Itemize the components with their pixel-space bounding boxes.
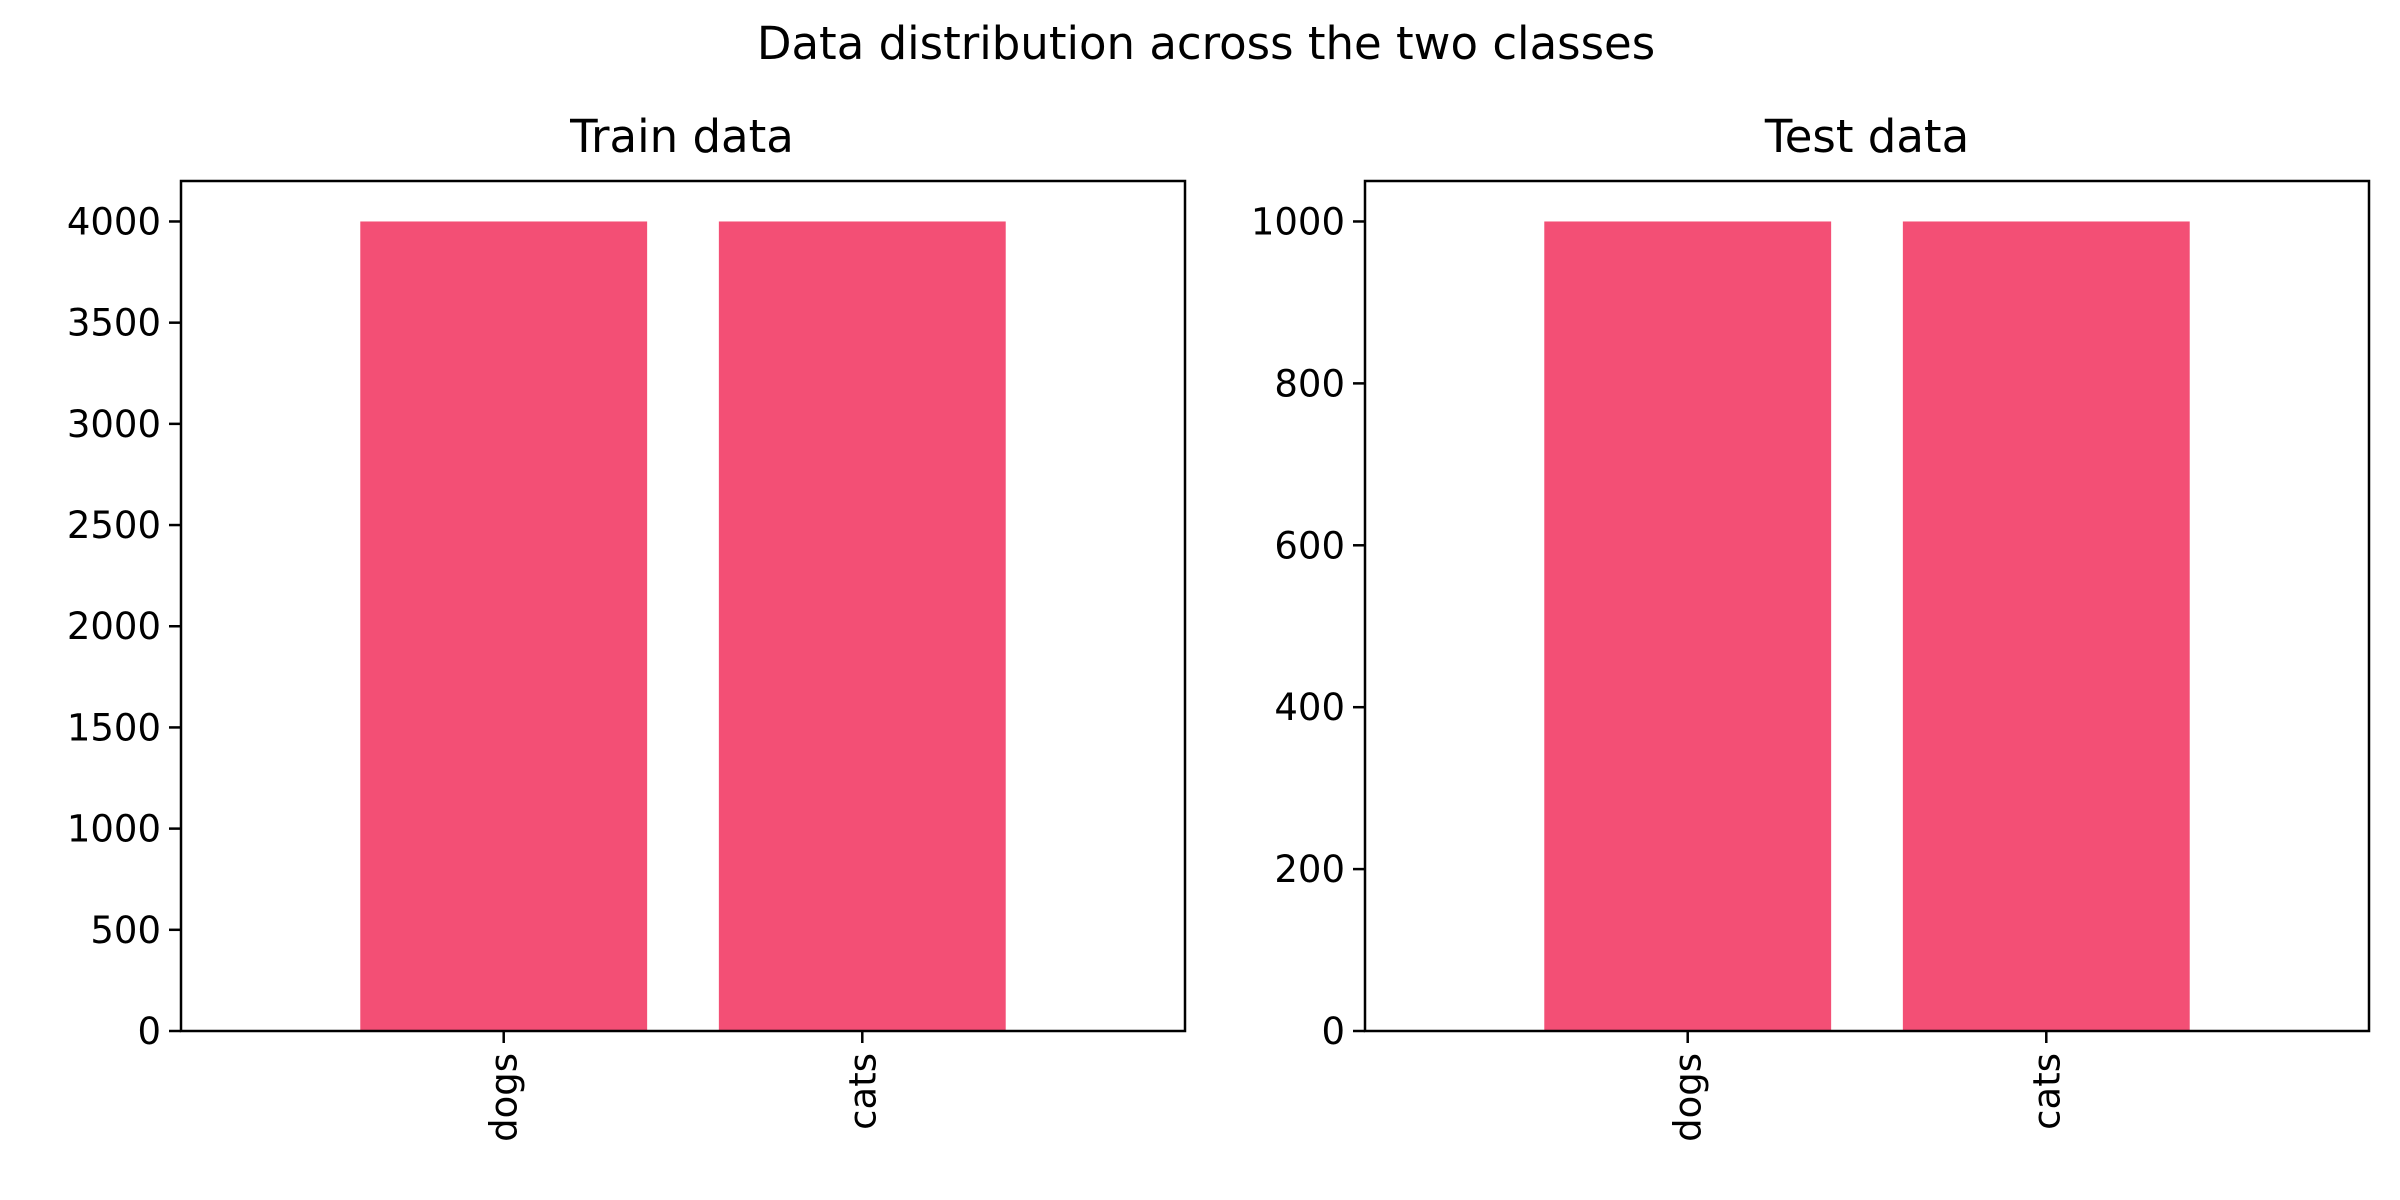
- test-data-ytick-label: 200: [1274, 848, 1345, 891]
- test-data-bars: [1544, 221, 2190, 1031]
- train-data-ytick-label: 2500: [67, 504, 161, 547]
- test-data-y-axis: 0 200 400 600 800 1000: [1251, 200, 1365, 1053]
- train-data-title: Train data: [569, 110, 794, 163]
- train-data-ytick-label: 2000: [67, 605, 161, 648]
- train-data-ytick-label: 3500: [67, 302, 161, 345]
- train-data-ytick-label: 1500: [67, 706, 161, 749]
- test-data-plot-frame: [1363, 179, 2371, 1033]
- train-data-bars: [360, 221, 1006, 1031]
- test-data-xtick-label-cats: cats: [2025, 1053, 2068, 1130]
- test-data-chart: Test data 0 200 400 600 800 1000 dogs cats: [1251, 110, 2371, 1142]
- train-data-xtick-label-dogs: dogs: [483, 1053, 526, 1142]
- figure-suptitle: Data distribution across the two classes: [757, 17, 1655, 70]
- test-data-x-axis: dogs cats: [1667, 1031, 2068, 1142]
- test-data-ytick-label: 800: [1274, 362, 1345, 405]
- train-data-ytick-label: 3000: [67, 403, 161, 446]
- test-data-bar-dogs: [1544, 221, 1832, 1031]
- test-data-bar-cats: [1902, 221, 2190, 1031]
- train-data-chart: Train data 0 500 1000 1500 2000 2500 3000 3500 4…: [67, 110, 1187, 1142]
- test-data-ytick-label: 1000: [1251, 200, 1345, 243]
- train-data-plot-frame: [179, 179, 1187, 1033]
- train-data-ytick-label: 4000: [67, 200, 161, 243]
- test-data-ytick-label: 400: [1274, 686, 1345, 729]
- train-data-ytick-label: 1000: [67, 808, 161, 851]
- train-data-xtick-label-cats: cats: [841, 1053, 884, 1130]
- train-data-y-axis: 0 500 1000 1500 2000 2500 3000 3500 4000: [67, 200, 181, 1053]
- train-data-x-axis: dogs cats: [483, 1031, 884, 1142]
- test-data-ytick-label: 600: [1274, 524, 1345, 567]
- train-data-bar-dogs: [360, 221, 648, 1031]
- test-data-title: Test data: [1764, 110, 1969, 163]
- test-data-ytick-label: 0: [1321, 1010, 1345, 1053]
- test-data-xtick-label-dogs: dogs: [1667, 1053, 1710, 1142]
- train-data-bar-cats: [718, 221, 1006, 1031]
- train-data-ytick-label: 0: [137, 1010, 161, 1053]
- train-data-ytick-label: 500: [90, 909, 161, 952]
